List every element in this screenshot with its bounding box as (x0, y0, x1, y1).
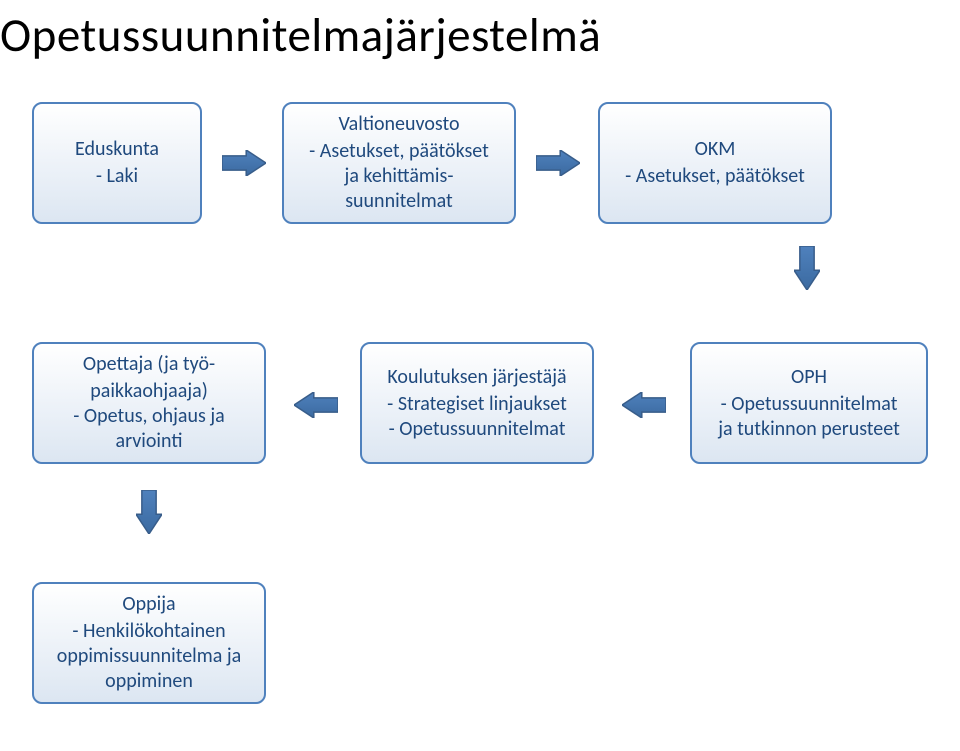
node-title: OKM (695, 137, 736, 162)
node-valtioneuvosto: Valtioneuvosto- Asetukset, päätöksetja k… (282, 102, 516, 224)
page-title: Opetussuunnitelmajärjestelmä (0, 6, 601, 64)
node-oph: OPH- Opetussuunnitelmatja tutkinnon peru… (690, 342, 928, 464)
node-line: paikkaohjaaja) (90, 379, 208, 404)
node-oppija: Oppija- Henkilökohtainenoppimissuunnitel… (32, 582, 266, 704)
node-title: Opettaja (ja työ- (83, 352, 215, 377)
node-line: oppiminen (105, 669, 193, 694)
node-opettaja: Opettaja (ja työ-paikkaohjaaja)- Opetus,… (32, 342, 266, 464)
node-line: - Strategiset linjaukset (387, 392, 567, 417)
arrow-left-icon (622, 392, 666, 418)
node-koulutuksen: Koulutuksen järjestäjä- Strategiset linj… (360, 342, 594, 464)
arrow-right-icon (222, 150, 266, 176)
node-line: ja kehittämis- (345, 164, 454, 189)
arrow-right-icon (536, 150, 580, 176)
arrow-down-icon (136, 490, 162, 534)
node-okm: OKM- Asetukset, päätökset (598, 102, 832, 224)
node-title: Koulutuksen järjestäjä (387, 365, 566, 390)
node-line: suunnitelmat (345, 189, 453, 214)
node-line: - Henkilökohtainen (72, 619, 225, 644)
node-line: - Asetukset, päätökset (309, 139, 489, 164)
arrow-down-icon (794, 246, 820, 290)
node-line: ja tutkinnon perusteet (718, 417, 900, 442)
node-line: - Asetukset, päätökset (625, 164, 805, 189)
node-line: - Opetus, ohjaus ja (73, 404, 224, 429)
node-title: OPH (791, 365, 827, 390)
node-title: Eduskunta (75, 137, 159, 162)
node-title: Valtioneuvosto (338, 112, 459, 137)
node-line: - Laki (96, 164, 138, 189)
node-title: Oppija (122, 592, 175, 617)
node-line: - Opetussuunnitelmat (389, 417, 566, 442)
node-eduskunta: Eduskunta- Laki (32, 102, 202, 224)
arrow-left-icon (294, 392, 338, 418)
node-line: oppimissuunnitelma ja (57, 644, 241, 669)
node-line: arviointi (116, 429, 183, 454)
node-line: - Opetussuunnitelmat (721, 392, 898, 417)
